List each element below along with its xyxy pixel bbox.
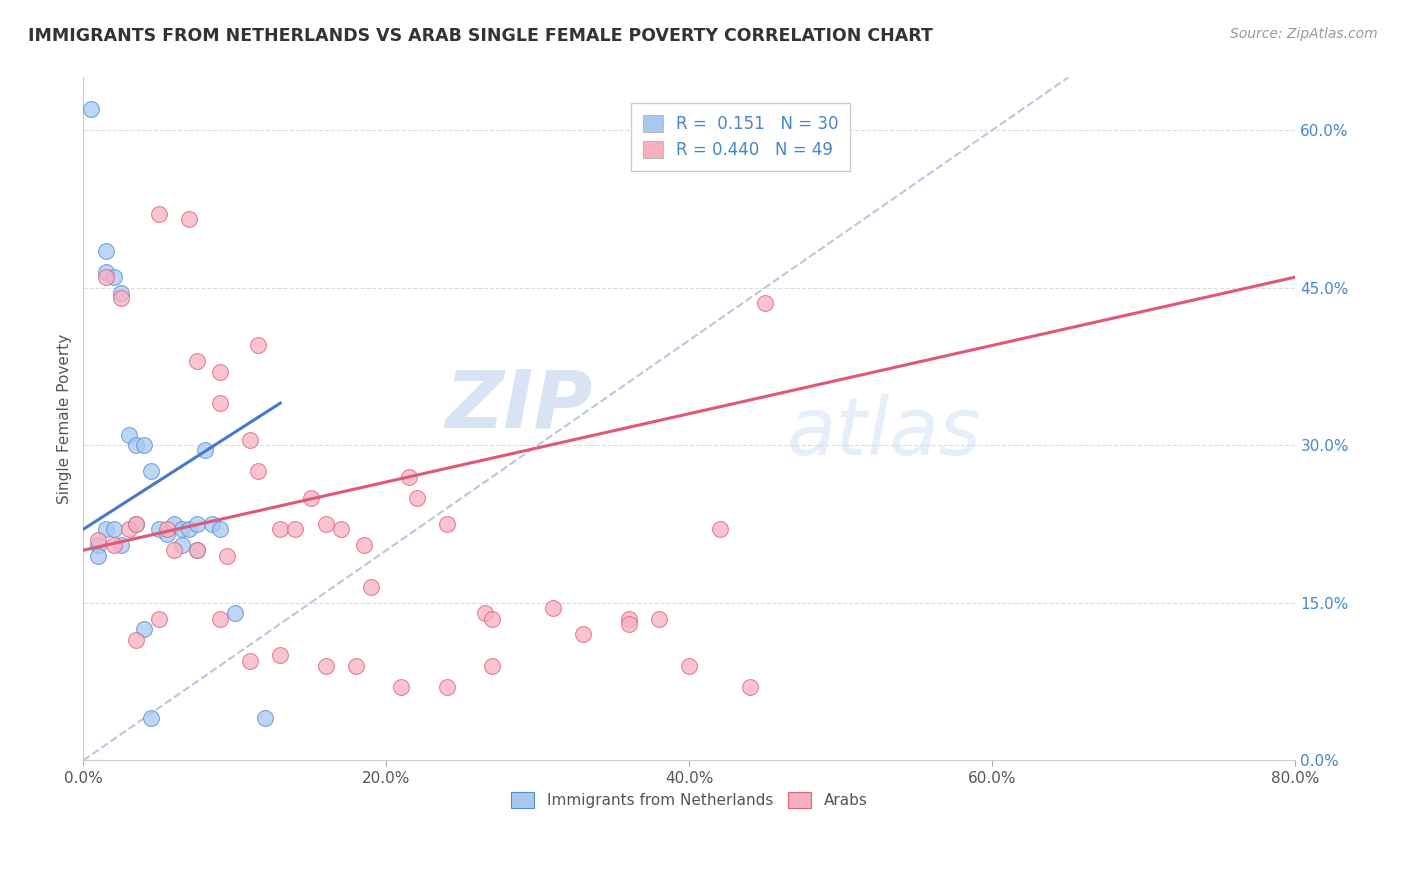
Point (132, 438, 155, 452)
Point (398, 469, 420, 483)
Point (94, 244, 117, 258)
Point (239, 433, 262, 447)
Legend: Immigrants from Netherlands, Arabs: Immigrants from Netherlands, Arabs (505, 786, 873, 814)
Point (110, 291, 132, 305)
Point (738, 680, 761, 694)
Point (201, 516, 224, 531)
Point (269, 648, 291, 663)
Point (156, 522, 179, 536)
Point (648, 611, 671, 625)
Point (110, 285, 132, 300)
Point (186, 543, 208, 558)
Point (163, 516, 186, 531)
Point (315, 516, 337, 531)
Point (217, 549, 239, 563)
Point (678, 658, 700, 673)
Text: IMMIGRANTS FROM NETHERLANDS VS ARAB SINGLE FEMALE POVERTY CORRELATION CHART: IMMIGRANTS FROM NETHERLANDS VS ARAB SING… (28, 27, 934, 45)
Point (391, 680, 413, 694)
Point (617, 611, 640, 625)
Point (148, 207, 170, 221)
Point (709, 522, 731, 536)
Point (208, 365, 231, 379)
Y-axis label: Single Female Poverty: Single Female Poverty (58, 334, 72, 504)
Text: Source: ZipAtlas.com: Source: ZipAtlas.com (1230, 27, 1378, 41)
Text: atlas: atlas (786, 393, 981, 472)
Point (179, 522, 201, 536)
Point (125, 516, 148, 531)
Point (87, 549, 110, 563)
Point (360, 580, 382, 594)
Point (80, 102, 103, 116)
Point (315, 658, 337, 673)
Point (284, 522, 307, 536)
Point (110, 538, 132, 552)
Point (208, 611, 231, 625)
Point (186, 516, 208, 531)
Point (179, 212, 201, 227)
Point (208, 522, 231, 536)
Text: ZIP: ZIP (446, 367, 592, 444)
Point (541, 601, 564, 615)
Point (148, 522, 170, 536)
Point (125, 632, 148, 647)
Point (239, 654, 262, 668)
Point (163, 543, 186, 558)
Point (344, 658, 367, 673)
Point (246, 465, 269, 479)
Point (481, 658, 503, 673)
Point (170, 522, 193, 536)
Point (193, 443, 215, 458)
Point (329, 522, 352, 536)
Point (299, 491, 322, 505)
Point (186, 354, 208, 368)
Point (269, 522, 291, 536)
Point (103, 538, 125, 552)
Point (156, 527, 179, 541)
Point (224, 607, 246, 621)
Point (103, 522, 125, 536)
Point (353, 538, 375, 552)
Point (246, 338, 269, 352)
Point (94, 265, 117, 279)
Point (617, 616, 640, 631)
Point (208, 396, 231, 410)
Point (170, 538, 193, 552)
Point (103, 270, 125, 285)
Point (118, 522, 141, 536)
Point (87, 538, 110, 552)
Point (405, 491, 427, 505)
Point (436, 680, 458, 694)
Point (141, 465, 163, 479)
Point (125, 516, 148, 531)
Point (87, 533, 110, 547)
Point (148, 611, 170, 625)
Point (572, 627, 595, 641)
Point (125, 438, 148, 452)
Point (474, 607, 496, 621)
Point (254, 711, 277, 725)
Point (186, 543, 208, 558)
Point (754, 296, 776, 310)
Point (436, 516, 458, 531)
Point (94, 270, 117, 285)
Point (132, 622, 155, 636)
Point (118, 427, 141, 442)
Point (94, 522, 117, 536)
Point (481, 611, 503, 625)
Point (141, 711, 163, 725)
